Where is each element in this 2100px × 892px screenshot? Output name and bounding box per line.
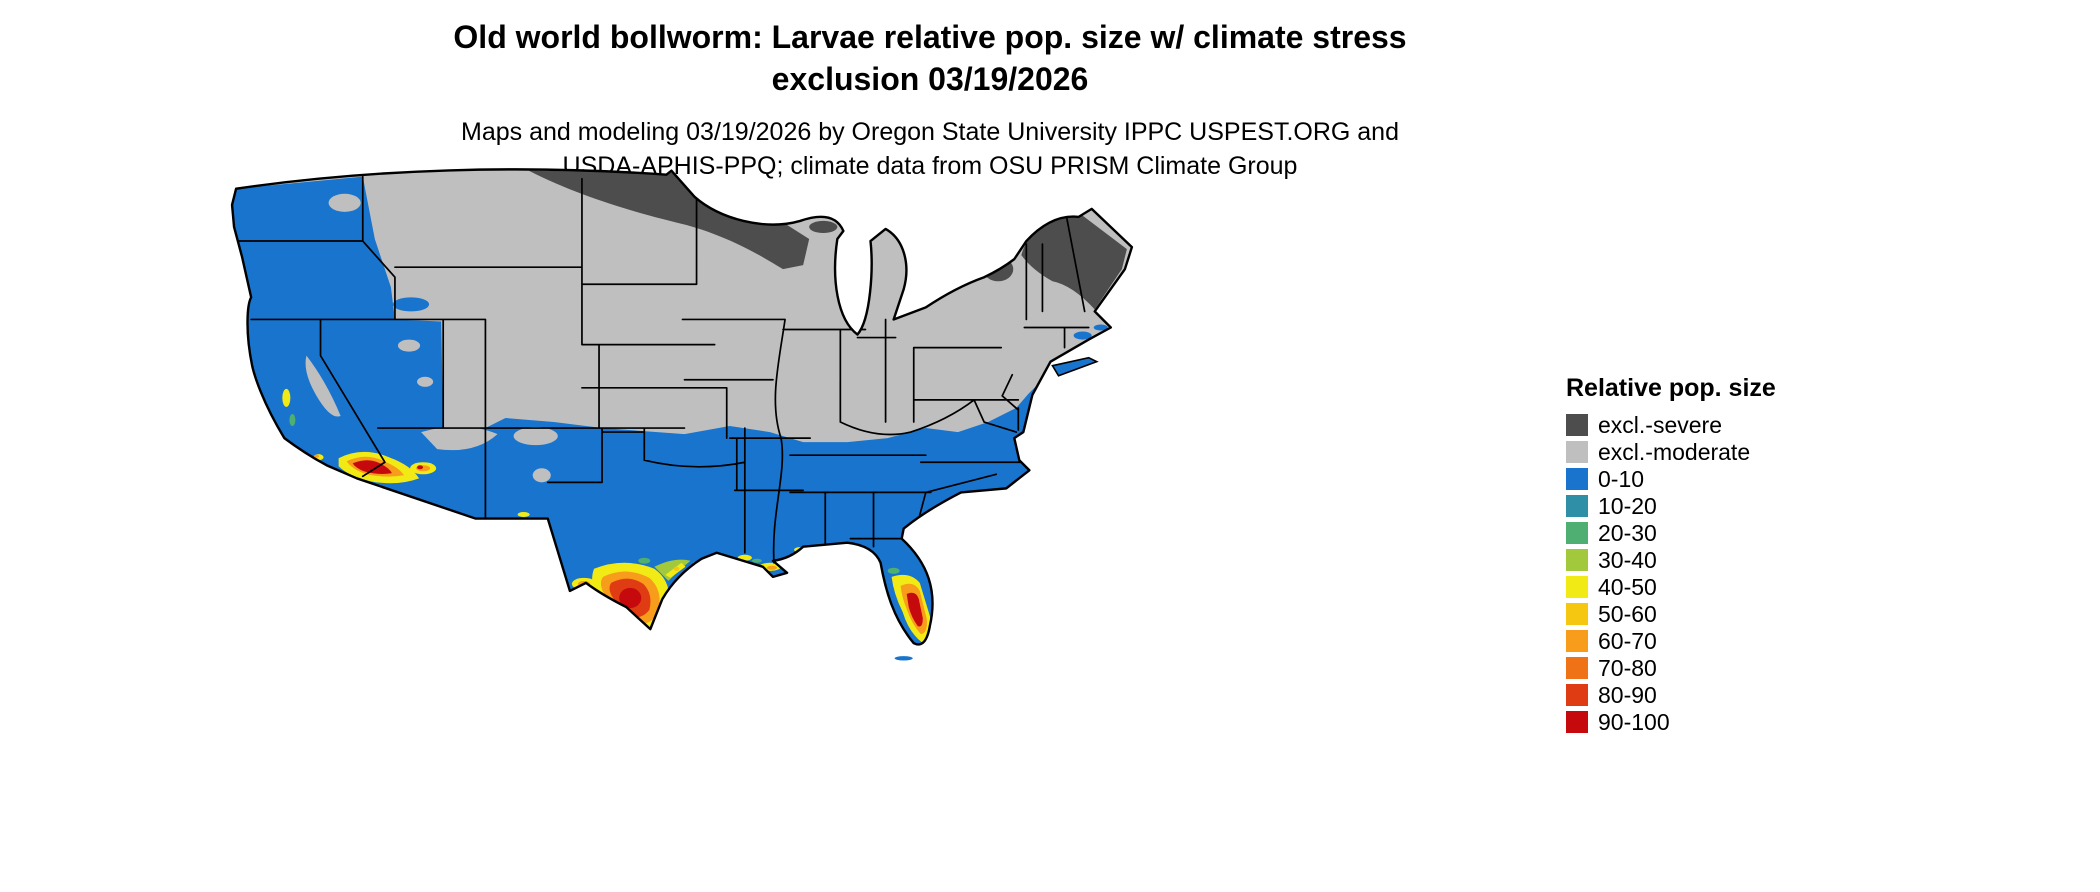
map-fill-layers: [232, 169, 1132, 645]
map-legend: Relative pop. size excl.-severe excl.-mo…: [1566, 374, 1776, 737]
map-gray-patch-arizona-plateau: [421, 426, 498, 451]
legend-label-40-50: 40-50: [1598, 574, 1657, 600]
legend-label-60-70: 60-70: [1598, 628, 1657, 654]
title-line2: exclusion 03/19/2026: [771, 61, 1089, 98]
legend-item-40-50: 40-50: [1566, 575, 1776, 599]
hotspot-texas-coast-gold-dot: [673, 566, 680, 571]
legend-item-80-90: 80-90: [1566, 683, 1776, 707]
legend-label-90-100: 90-100: [1598, 709, 1670, 735]
us-risk-map: [230, 168, 1134, 661]
legend-label-20-30: 20-30: [1598, 520, 1657, 546]
hotspot-louisiana-green: [751, 558, 762, 563]
legend-swatch-90-100: [1566, 711, 1588, 733]
map-blue-snake-river-plain: [392, 297, 430, 312]
hotspot-south-new-mexico-yellow: [517, 511, 530, 518]
legend-item-excl-severe: excl.-severe: [1566, 413, 1776, 437]
hotspot-central-valley-yellow: [282, 388, 291, 407]
hotspot-louisiana-orange: [766, 565, 777, 570]
hotspot-phoenix-red-dot: [417, 465, 424, 470]
map-region-excl-severe-upper-michigan: [809, 220, 838, 233]
legend-item-30-40: 30-40: [1566, 548, 1776, 572]
hotspot-florida-green-fringe: [887, 567, 900, 574]
map-gray-patch-north-new-mexico: [513, 427, 558, 446]
legend-label-70-80: 70-80: [1598, 655, 1657, 681]
legend-swatch-30-40: [1566, 549, 1588, 571]
legend-swatch-50-60: [1566, 603, 1588, 625]
legend-item-20-30: 20-30: [1566, 521, 1776, 545]
map-container: [222, 168, 1147, 672]
legend-swatch-60-70: [1566, 630, 1588, 652]
legend-item-10-20: 10-20: [1566, 494, 1776, 518]
legend-swatch-0-10: [1566, 468, 1588, 490]
attribution-subtitle: Maps and modeling 03/19/2026 by Oregon S…: [230, 116, 1630, 184]
map-gray-patch-nevada-1: [397, 339, 421, 352]
legend-item-60-70: 60-70: [1566, 629, 1776, 653]
legend-swatch-20-30: [1566, 522, 1588, 544]
long-island: [1051, 356, 1099, 377]
map-gray-patch-nevada-2: [417, 376, 434, 387]
legend-item-70-80: 70-80: [1566, 656, 1776, 680]
legend-item-50-60: 50-60: [1566, 602, 1776, 626]
legend-label-0-10: 0-10: [1598, 466, 1645, 492]
us-outline: [230, 168, 1134, 646]
legend-label-10-20: 10-20: [1598, 493, 1657, 519]
legend-item-excl-moderate: excl.-moderate: [1566, 440, 1776, 464]
subtitle-line2: USDA-APHIS-PPQ; climate data from OSU PR…: [562, 152, 1298, 181]
legend-swatch-10-20: [1566, 495, 1588, 517]
florida-keys: [894, 656, 913, 661]
map-blue-rhode-island-coast: [1073, 331, 1092, 340]
figure-header: Old world bollworm: Larvae relative pop.…: [230, 16, 1630, 184]
map-blue-cape-cod: [1093, 324, 1108, 331]
map-region-excl-severe-new-england: [1021, 213, 1127, 310]
page-title: Old world bollworm: Larvae relative pop.…: [230, 16, 1630, 100]
state-boundaries: [236, 173, 1090, 564]
legend-label-excl-severe: excl.-severe: [1598, 412, 1722, 438]
legend-title: Relative pop. size: [1566, 374, 1776, 402]
map-gray-patch-northeast-washington: [328, 193, 361, 212]
legend-swatch-70-80: [1566, 657, 1588, 679]
legend-swatch-excl-severe: [1566, 414, 1588, 436]
hotspot-yuma-red: [352, 460, 392, 474]
title-line1: Old world bollworm: Larvae relative pop.…: [453, 19, 1407, 55]
map-gray-patch-south-new-mexico: [532, 468, 551, 483]
map-gray-patch-sierra-nevada: [305, 355, 341, 417]
hotspot-central-valley-green: [289, 413, 296, 427]
map-region-excl-severe-north-central: [528, 170, 810, 270]
legend-swatch-80-90: [1566, 684, 1588, 706]
hotspot-florida-red: [906, 592, 923, 627]
legend-swatch-40-50: [1566, 576, 1588, 598]
subtitle-line1: Maps and modeling 03/19/2026 by Oregon S…: [461, 118, 1399, 147]
legend-item-0-10: 0-10: [1566, 467, 1776, 491]
legend-item-90-100: 90-100: [1566, 710, 1776, 734]
hotspot-socal-orange-dot: [313, 454, 320, 458]
legend-label-30-40: 30-40: [1598, 547, 1657, 573]
hotspot-south-texas-fringe-20-30: [638, 557, 651, 564]
legend-label-50-60: 50-60: [1598, 601, 1657, 627]
legend-label-excl-moderate: excl.-moderate: [1598, 439, 1751, 465]
hotspot-south-texas-red-core: [619, 587, 642, 609]
legend-label-80-90: 80-90: [1598, 682, 1657, 708]
legend-swatch-excl-moderate: [1566, 441, 1588, 463]
